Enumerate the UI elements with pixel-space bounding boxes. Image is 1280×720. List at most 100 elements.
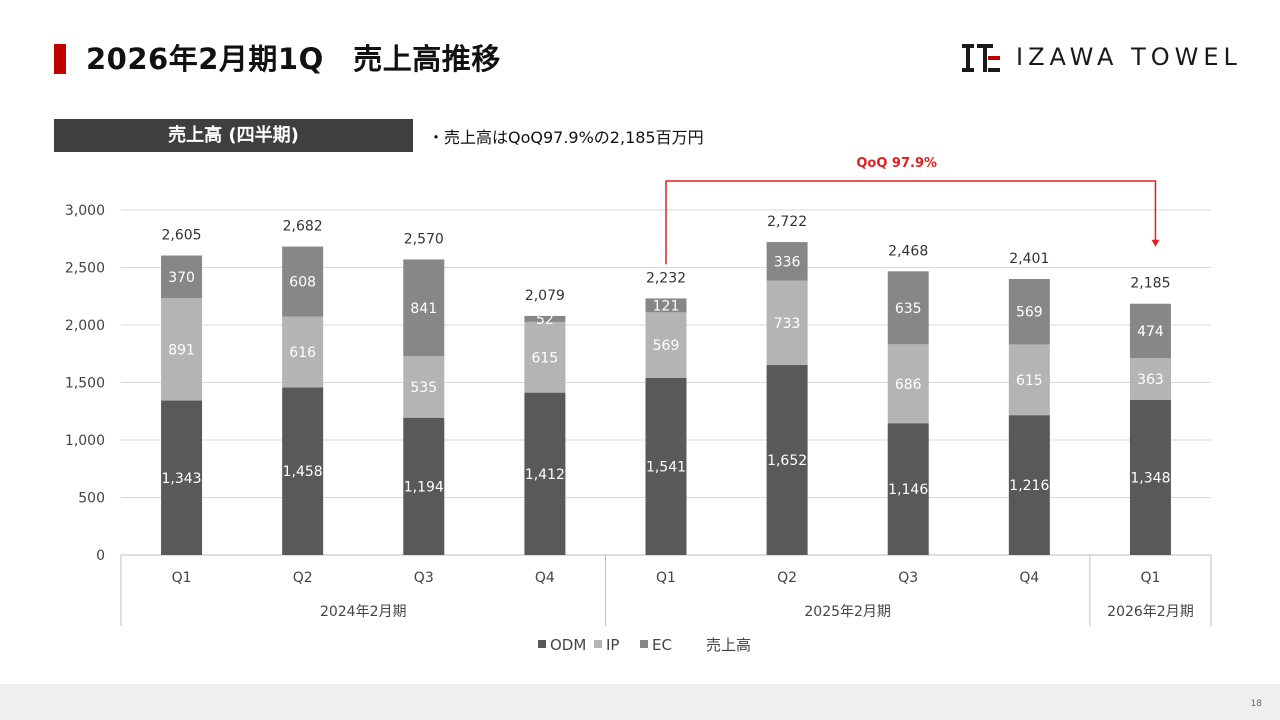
data-label-ip: 733: [774, 316, 801, 332]
bar-segment-ip: [645, 312, 687, 378]
data-label-odm: 1,652: [767, 453, 807, 469]
bar-segment-ec: [887, 271, 929, 345]
logo-wordmark: IZAWA TOWEL: [1016, 43, 1242, 71]
bar-segment-ip: [887, 344, 929, 424]
bar-segment-ec: [161, 255, 203, 299]
company-logo: IZAWA TOWEL: [962, 42, 1237, 78]
bar-segment-odm: [1129, 399, 1171, 555]
data-label-ec: 608: [289, 275, 316, 291]
x-tick-label: Q4: [1019, 570, 1039, 586]
group-label: 2024年2月期: [320, 604, 407, 620]
bar-segment-ip: [524, 321, 566, 393]
total-label: 2,605: [162, 228, 202, 244]
y-tick-label: 1,500: [65, 376, 105, 392]
y-tick-label: 0: [96, 548, 105, 564]
data-label-ec: 52: [536, 312, 554, 328]
data-label-odm: 1,194: [404, 479, 444, 495]
data-label-odm: 1,458: [283, 464, 323, 480]
x-tick-label: Q1: [1140, 570, 1160, 586]
total-label: 2,722: [767, 214, 807, 230]
bar-segment-odm: [161, 400, 203, 555]
footer-bar: 18: [0, 684, 1280, 720]
bar-segment-ec: [1129, 303, 1171, 359]
legend-swatch-odm: [538, 640, 546, 648]
data-label-odm: 1,348: [1130, 470, 1170, 486]
data-label-ec: 841: [410, 301, 437, 317]
section-label: 売上高 (四半期): [54, 119, 413, 152]
page-title: 2026年2月期1Q 売上高推移: [86, 42, 501, 76]
total-label: 2,401: [1009, 251, 1049, 267]
bar-segment-odm: [645, 377, 687, 555]
summary-bullet: ・売上高はQoQ97.9%の2,185百万円: [428, 128, 704, 147]
bar-segment-odm: [1008, 415, 1050, 555]
legend-label-total: 売上高: [706, 636, 751, 654]
qoq-arrow-head-icon: [1151, 239, 1160, 247]
bar-segment-odm: [766, 365, 808, 555]
x-tick-label: Q3: [414, 570, 434, 586]
data-label-ec: 336: [774, 254, 801, 270]
data-label-ip: 363: [1137, 372, 1164, 388]
data-label-ip: 615: [1016, 373, 1043, 389]
bar-segment-odm: [887, 423, 929, 555]
x-tick-label: Q4: [535, 570, 555, 586]
qoq-annotation: QoQ 97.9%: [856, 156, 937, 171]
data-label-ip: 569: [653, 338, 680, 354]
legend-label-ec: EC: [652, 636, 672, 654]
legend-swatch-ip: [594, 640, 602, 648]
data-label-ec: 635: [895, 301, 922, 317]
bar-segment-ec: [645, 298, 687, 313]
data-label-ip: 616: [289, 345, 316, 361]
data-label-ec: 474: [1137, 324, 1164, 340]
y-tick-label: 2,500: [65, 261, 105, 277]
data-label-odm: 1,216: [1009, 478, 1049, 494]
x-tick-label: Q1: [172, 570, 192, 586]
x-tick-label: Q2: [293, 570, 313, 586]
data-label-ip: 535: [410, 380, 437, 396]
legend-label-ip: IP: [606, 636, 619, 654]
data-label-ec: 121: [653, 298, 680, 314]
data-label-ip: 615: [532, 350, 559, 366]
sales-stacked-bar-chart: 0 500 1,000 1,500 2,000 2,500 3,000 1,343 891 370…: [65, 156, 1212, 654]
data-label-odm: 1,541: [646, 459, 686, 475]
legend-swatch-ec: [640, 640, 648, 648]
qoq-bracket: [665, 180, 1157, 265]
page-number: 18: [1250, 699, 1262, 709]
x-tick-label: Q2: [777, 570, 797, 586]
data-label-odm: 1,146: [888, 482, 928, 498]
bar-segment-ec: [1008, 279, 1050, 345]
group-label: 2026年2月期: [1107, 604, 1194, 620]
data-label-ip: 891: [168, 342, 195, 358]
data-label-ip: 686: [895, 377, 922, 393]
y-tick-label: 500: [78, 491, 105, 507]
bar-segment-ip: [766, 280, 808, 366]
bar-segment-ip: [282, 316, 324, 388]
title-accent-bar: [54, 44, 66, 74]
data-label-odm: 1,343: [162, 471, 202, 487]
total-label: 2,570: [404, 231, 444, 247]
y-tick-label: 1,000: [65, 433, 105, 449]
bar-segment-odm: [524, 392, 566, 555]
y-tick-label: 2,000: [65, 318, 105, 334]
bar-segment-ec: [403, 259, 445, 357]
izawa-logo-icon: [962, 44, 1000, 72]
total-label: 2,079: [525, 288, 565, 304]
total-label: 2,682: [283, 219, 323, 235]
group-label: 2025年2月期: [804, 604, 891, 620]
bar-segment-ip: [1008, 344, 1050, 416]
total-label: 2,185: [1130, 276, 1170, 292]
data-label-ec: 569: [1016, 305, 1043, 321]
bar-segment-ec: [766, 242, 808, 281]
x-tick-label: Q3: [898, 570, 918, 586]
data-label-ec: 370: [168, 270, 195, 286]
legend-label-odm: ODM: [550, 636, 586, 654]
data-label-odm: 1,412: [525, 467, 565, 483]
bar-segment-ip: [1129, 358, 1171, 400]
bar-segment-ec: [524, 315, 566, 322]
bar-segment-odm: [403, 417, 445, 555]
x-tick-label: Q1: [656, 570, 676, 586]
bar-segment-odm: [282, 387, 324, 555]
total-label: 2,232: [646, 270, 686, 286]
total-label: 2,468: [888, 243, 928, 259]
y-tick-label: 3,000: [65, 203, 105, 219]
bar-segment-ec: [282, 246, 324, 317]
